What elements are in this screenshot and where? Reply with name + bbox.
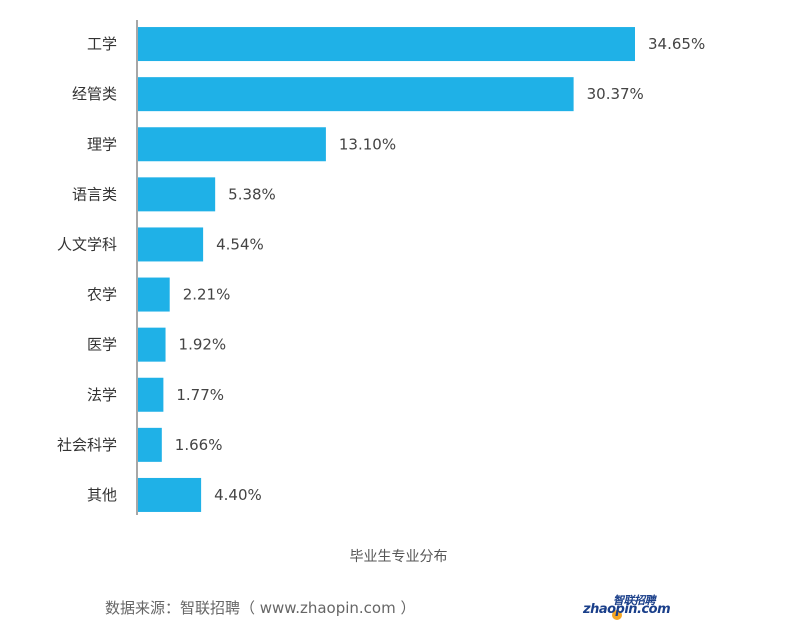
bar-7 (138, 327, 166, 362)
value-label: 1.77% (176, 386, 224, 404)
bar-3 (138, 127, 326, 162)
category-label: 经管类 (72, 85, 117, 103)
bar-6 (138, 277, 170, 312)
value-label: 2.21% (183, 286, 231, 304)
value-label: 4.40% (214, 486, 262, 504)
value-label: 4.54% (216, 235, 264, 253)
category-label: 医学 (87, 336, 117, 354)
logo-text-en: zhaopin.com (583, 602, 671, 617)
category-label: 人文学科 (57, 235, 117, 253)
value-label: 34.65% (648, 35, 705, 53)
value-label: 5.38% (228, 185, 276, 203)
category-label: 工学 (87, 35, 117, 53)
category-label: 理学 (87, 135, 117, 153)
value-label: 30.37% (587, 85, 644, 103)
category-label: 农学 (87, 286, 117, 304)
bar-1 (138, 27, 635, 62)
source-note: 数据来源：智联招聘（ www.zhaopin.com ） (105, 599, 416, 617)
bar-4 (138, 177, 216, 212)
category-label: 社会科学 (57, 436, 117, 454)
value-label: 1.66% (175, 436, 223, 454)
value-label: 13.10% (339, 135, 396, 153)
bar-2 (138, 77, 574, 112)
value-label: 1.92% (179, 336, 227, 354)
category-label: 语言类 (72, 185, 117, 203)
category-label: 其他 (87, 486, 117, 504)
category-label: 法学 (87, 386, 117, 404)
zhaopin-logo: 智联招聘 zhaopin.com (583, 592, 671, 622)
logo-dot-icon (612, 610, 622, 620)
logo-text-cn: 智联招聘 (613, 594, 656, 607)
bar-9 (138, 427, 162, 462)
bar-chart: 工学 34.65% 经管类 30.37% 理学 13.10% 语言类 5.38% 人文学科 4.5… (57, 20, 705, 515)
bar-10 (138, 477, 202, 512)
bar-5 (138, 227, 204, 262)
chart-title: 毕业生专业分布 (349, 549, 448, 565)
bar-8 (138, 377, 164, 412)
